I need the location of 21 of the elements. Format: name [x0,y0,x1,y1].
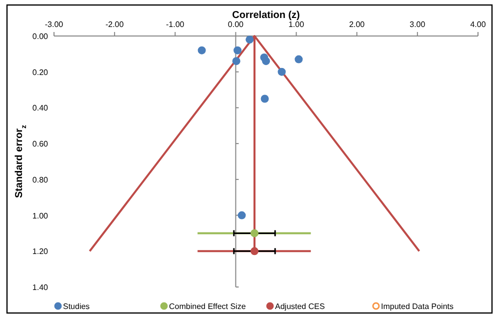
x-tick-label: -1.00 [166,20,185,29]
legend-label: Studies [63,302,90,311]
x-tick-label: 4.00 [470,20,486,29]
legend-label: Combined Effect Size [169,302,246,311]
y-tick-label: 1.20 [32,247,49,256]
y-tick-label: 0.20 [32,68,49,77]
x-tick-label: 2.00 [349,20,366,29]
y-tick-label: 1.40 [32,283,49,292]
x-tick-label: 1.00 [288,20,305,29]
legend-label: Imputed Data Points [381,302,454,311]
y-tick-label: 1.00 [32,211,49,220]
y-tick-label: 0.00 [32,32,49,41]
x-tick-label: -3.00 [44,20,64,29]
y-tick-label: 0.40 [32,104,49,113]
legend-label: Adjusted CES [275,302,325,311]
x-tick-label: -2.00 [105,20,124,29]
x-tick-label: 3.00 [410,20,426,29]
y-tick-label: 0.60 [32,140,49,149]
x-tick-label: 0.00 [228,20,244,29]
x-axis-title: Correlation (z) [232,10,300,21]
y-tick-label: 0.80 [32,175,49,184]
